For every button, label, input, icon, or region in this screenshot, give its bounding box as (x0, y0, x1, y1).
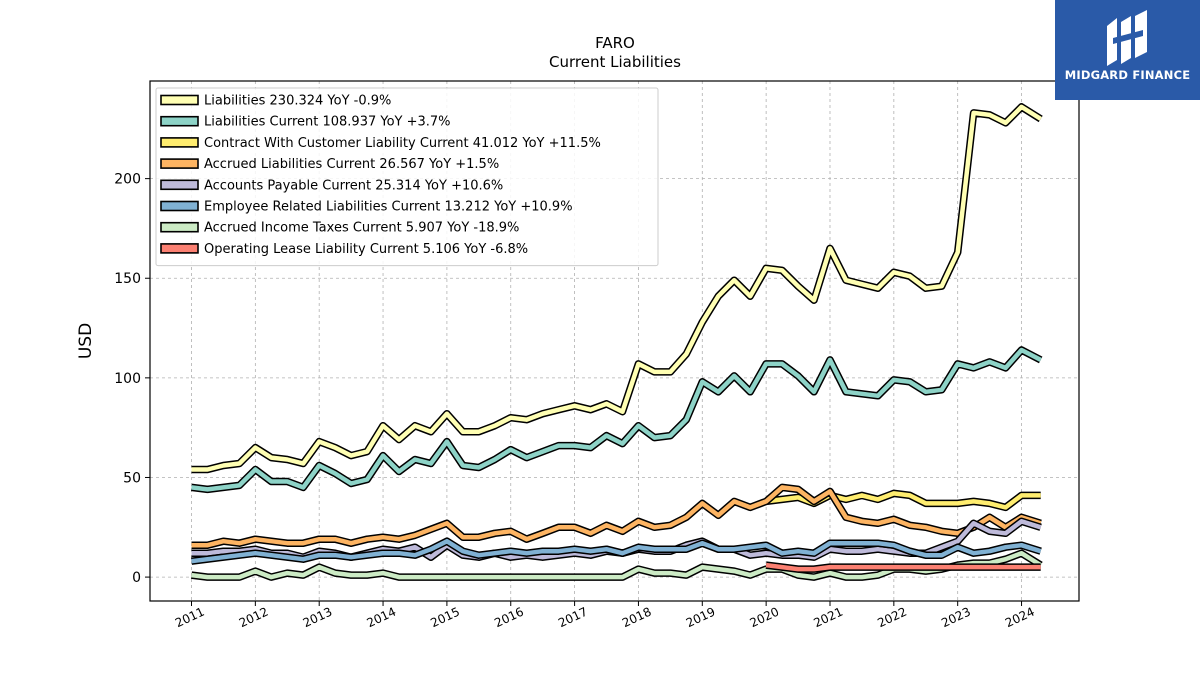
x-tick-label: 2011 (173, 605, 207, 631)
series-5 (191, 537, 1042, 565)
legend-label: Employee Related Liabilities Current 13.… (204, 200, 573, 215)
series-line (191, 538, 1042, 564)
chart-subtitle: Current Liabilities (549, 53, 681, 71)
legend-swatch (160, 158, 199, 169)
x-tick-label: 2014 (365, 605, 399, 631)
series-line (765, 562, 1041, 572)
legend-swatch (160, 94, 199, 106)
legend-swatch (160, 200, 199, 212)
legend-label: Liabilities 230.324 YoY -0.9% (204, 94, 391, 109)
legend-swatch (160, 243, 199, 254)
series-7 (765, 561, 1041, 573)
legend-box (155, 87, 659, 267)
legend-label: Accrued Liabilities Current 26.567 YoY +… (204, 157, 499, 172)
series-lines (191, 103, 1043, 581)
x-tick-label: 2015 (428, 605, 462, 631)
y-tick-label: 200 (114, 172, 141, 188)
legend-swatch (160, 115, 199, 127)
logo-icon (1107, 10, 1147, 66)
legend-label: Accrued Income Taxes Current 5.907 YoY -… (204, 221, 519, 236)
x-tick-label: 2024 (1003, 605, 1037, 631)
series-3 (191, 483, 1042, 549)
y-axis: 0 50 100 150 200 (114, 172, 150, 586)
x-tick-label: 2013 (301, 605, 335, 631)
x-tick-label: 2016 (492, 605, 526, 631)
chart-title: FARO (595, 34, 635, 52)
logo: MIDGARD FINANCE (1055, 0, 1200, 100)
x-tick-label: 2023 (939, 605, 973, 631)
legend-swatch (160, 137, 199, 148)
y-tick-label: 0 (132, 570, 141, 586)
y-tick-label: 100 (114, 371, 141, 387)
x-tick-label: 2022 (875, 605, 909, 631)
legend-label: Accounts Payable Current 25.314 YoY +10.… (204, 178, 503, 193)
legend-label: Operating Lease Liability Current 5.106 … (204, 242, 528, 257)
legend-swatch (160, 221, 199, 233)
y-axis-label: USD (76, 323, 96, 359)
series-line (191, 347, 1042, 492)
x-tick-label: 2020 (748, 605, 782, 631)
x-tick-label: 2018 (620, 605, 654, 631)
logo-text: MIDGARD FINANCE (1064, 68, 1191, 82)
x-tick-label: 2017 (556, 605, 590, 631)
x-tick-label: 2012 (237, 605, 271, 631)
x-tick-label: 2019 (684, 605, 718, 631)
legend-swatch (160, 179, 199, 191)
plot-frame (149, 80, 1080, 602)
series-line (191, 485, 1042, 548)
legend-label: Contract With Customer Liability Current… (204, 136, 601, 151)
series-1 (191, 346, 1043, 494)
legend-label: Liabilities Current 108.937 YoY +3.7% (204, 115, 451, 130)
x-axis: 2011 2012 2013 2014 2015 2016 2017 2018 2019 2020… (173, 601, 1037, 630)
x-tick-label: 2021 (811, 605, 845, 631)
y-tick-label: 50 (123, 470, 141, 486)
series-line (191, 104, 1042, 472)
series-0 (191, 103, 1043, 474)
grid-lines (150, 81, 1079, 601)
y-tick-label: 150 (114, 271, 141, 287)
legend: Liabilities 230.324 YoY -0.9% Liabilities… (155, 87, 659, 267)
